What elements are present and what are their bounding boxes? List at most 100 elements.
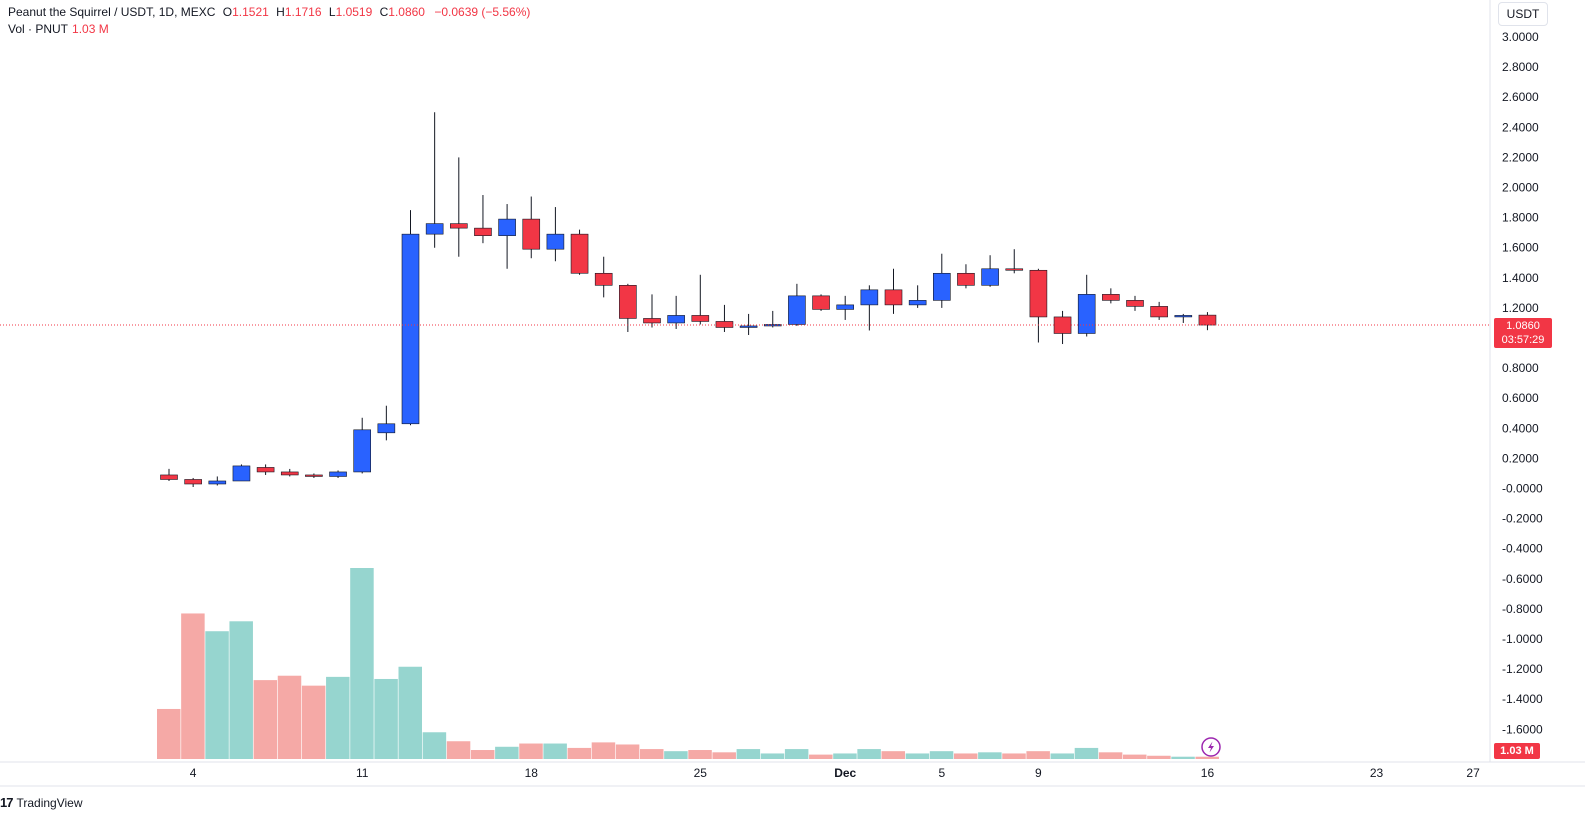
volume-bar	[905, 753, 930, 759]
candle-body	[1102, 294, 1120, 301]
price-tick-label: 2.4000	[1502, 120, 1539, 134]
volume-bar	[857, 749, 881, 759]
volume-bar	[495, 746, 519, 759]
volume-bar	[422, 732, 447, 759]
high-value: 1.1716	[284, 5, 322, 19]
close-label: C	[379, 5, 389, 19]
candle-body	[788, 295, 806, 325]
brand-footer[interactable]: 17 TradingView	[0, 795, 83, 810]
candle-body	[570, 233, 589, 274]
volume-bar	[157, 708, 181, 759]
currency-button[interactable]: USDT	[1498, 2, 1548, 26]
candle-body	[305, 474, 323, 477]
volume-bar	[1123, 754, 1147, 759]
volume-bar	[712, 752, 736, 759]
candle-body	[522, 218, 541, 250]
volume-bar	[277, 675, 302, 759]
time-tick-label: 5	[938, 766, 945, 780]
volume-bar	[253, 680, 278, 759]
volume-bar	[301, 685, 326, 759]
candle	[619, 283, 637, 332]
volume-bar	[1002, 753, 1026, 759]
candle	[643, 294, 661, 328]
time-tick-label: Dec	[834, 766, 856, 780]
price-tick-label: -1.4000	[1502, 692, 1543, 706]
price-tick-label: -1.2000	[1502, 662, 1543, 676]
candle	[208, 476, 227, 486]
candle	[256, 464, 275, 475]
candle	[594, 256, 613, 298]
candle-body	[981, 268, 999, 286]
price-tick-label: 1.2000	[1502, 301, 1539, 315]
time-axis[interactable]: 4 11 18 25 Dec 5 9 16 23 27	[190, 766, 1480, 780]
candle	[305, 473, 323, 478]
candle	[1126, 295, 1144, 311]
volume-bars	[157, 568, 1219, 759]
change-value: −0.0639 (−5.56%)	[434, 5, 531, 19]
volume-bar	[929, 751, 954, 759]
candle	[498, 204, 516, 269]
price-tick-label: 2.2000	[1502, 150, 1539, 164]
volume-label[interactable]: Vol · PNUT	[8, 22, 69, 36]
candle	[957, 264, 975, 289]
candle	[474, 195, 492, 244]
candle-body	[812, 295, 830, 310]
volume-bar	[736, 749, 761, 759]
price-tick-label: 1.8000	[1502, 211, 1539, 225]
time-tick-label: 23	[1370, 766, 1384, 780]
volume-bar	[1171, 756, 1195, 759]
candle	[812, 294, 830, 311]
symbol-title[interactable]: Peanut the Squirrel / USDT, 1D, MEXC	[8, 5, 216, 19]
candle	[788, 283, 806, 326]
candle-body	[763, 324, 782, 327]
volume-bar	[664, 751, 688, 759]
volume-bar	[784, 749, 809, 759]
candle-body	[715, 321, 734, 328]
candle-body	[1198, 314, 1217, 326]
volume-bar	[519, 743, 543, 759]
candle-body	[1077, 294, 1096, 334]
time-tick-label: 11	[356, 766, 369, 780]
candle-body	[474, 227, 492, 236]
volume-bar	[446, 741, 471, 759]
candle-body	[932, 272, 951, 301]
candle-body	[401, 233, 420, 425]
candle	[1102, 288, 1120, 304]
bar-countdown: 03:57:29	[1501, 334, 1545, 346]
volume-bar	[205, 631, 229, 759]
price-tick-label: 2.8000	[1502, 60, 1539, 74]
candle	[1150, 301, 1168, 320]
volume-bar	[1195, 756, 1219, 759]
candle	[1198, 312, 1217, 331]
candle-body	[691, 315, 710, 322]
symbol-legend: Peanut the Squirrel / USDT, 1D, MEXC O1.…	[8, 4, 530, 21]
candle-body	[329, 471, 347, 477]
price-tick-label: -0.8000	[1502, 602, 1543, 616]
volume-bar	[809, 754, 833, 759]
volume-bar	[615, 744, 640, 759]
price-tick-label: 1.6000	[1502, 241, 1539, 255]
candle	[884, 268, 903, 314]
candle	[691, 274, 710, 325]
volume-bar	[1147, 755, 1171, 759]
volume-tag: 1.03 M	[1494, 743, 1540, 759]
candle	[329, 470, 347, 478]
candle	[981, 255, 999, 287]
volume-bar	[881, 751, 905, 759]
candle-body	[184, 479, 202, 485]
volume-bar	[350, 568, 374, 759]
lightning-icon[interactable]	[1201, 737, 1221, 757]
price-tick-label: -0.2000	[1502, 512, 1543, 526]
volume-bar	[181, 613, 205, 759]
candle-body	[1005, 268, 1024, 271]
volume-bar	[398, 666, 422, 759]
candle	[836, 295, 855, 320]
candle-body	[425, 223, 444, 235]
candle	[1005, 249, 1024, 274]
candle-body	[884, 289, 903, 306]
price-axis[interactable]: 3.0000 2.8000 2.6000 2.4000 2.2000 2.0000 1.80…	[1502, 30, 1543, 736]
candle	[1174, 313, 1193, 323]
candle-body	[667, 315, 685, 324]
volume-legend: Vol · PNUT 1.03 M	[8, 21, 109, 38]
